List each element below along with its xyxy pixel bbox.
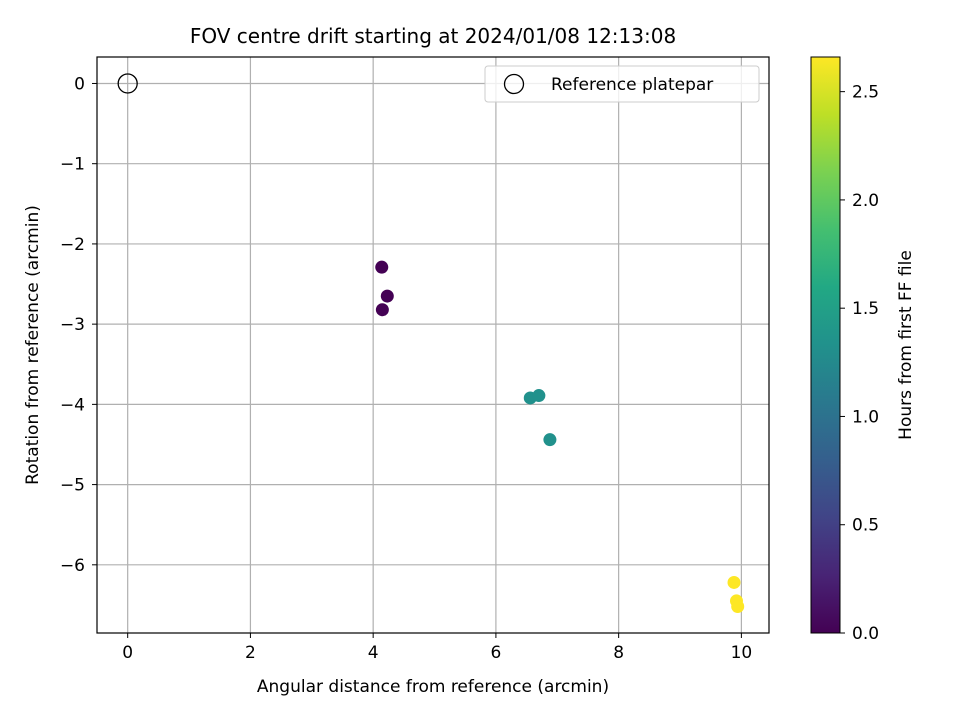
scatter-point [375, 303, 389, 317]
colorbar-tick-label: 0.0 [852, 624, 879, 644]
y-axis-label: Rotation from reference (arcmin) [23, 205, 43, 485]
data-points [117, 73, 745, 614]
legend-box [484, 65, 760, 103]
scatter-point [727, 575, 741, 589]
x-tick-label: 8 [613, 643, 624, 663]
colorbar-tick-label: 1.0 [852, 407, 879, 427]
y-tick-label: −5 [60, 476, 85, 496]
x-tick-label: 6 [490, 643, 501, 663]
x-tick-label: 4 [368, 643, 379, 663]
y-tick-label: −4 [60, 395, 85, 415]
grid-lines [97, 57, 769, 633]
legend-label: Reference platepar [551, 75, 713, 95]
x-axis-label: Angular distance from reference (arcmin) [257, 677, 609, 697]
y-tick-label: −3 [60, 315, 85, 335]
y-axis-ticks: 0 −1 −2 −3 −4 −5 −6 [60, 74, 97, 576]
scatter-point [375, 260, 389, 274]
scatter-point [380, 289, 394, 303]
y-tick-label: 0 [74, 74, 85, 94]
colorbar-gradient [810, 56, 841, 634]
legend: Reference platepar [484, 65, 760, 103]
x-tick-label: 10 [731, 643, 753, 663]
y-tick-label: −6 [60, 556, 85, 576]
x-axis-ticks: 0 2 4 6 8 10 [122, 633, 752, 663]
colorbar-label: Hours from first FF file [896, 250, 916, 440]
scatter-point [731, 600, 745, 614]
reference-platepar-marker [117, 73, 138, 94]
colorbar-tick-label: 0.5 [852, 516, 879, 536]
x-tick-label: 2 [245, 643, 256, 663]
legend-reference-marker [503, 73, 525, 95]
colorbar: 0.0 0.5 1.0 1.5 2.0 2.5 Hours from first FF f… [810, 56, 916, 644]
colorbar-tick-label: 1.5 [852, 299, 879, 319]
scatter-point [543, 433, 557, 447]
colorbar-ticks: 0.0 0.5 1.0 1.5 2.0 2.5 [840, 83, 879, 644]
colorbar-tick-label: 2.5 [852, 83, 879, 103]
chart-title: FOV centre drift starting at 2024/01/08 … [190, 24, 676, 48]
y-tick-label: −2 [60, 235, 85, 255]
colorbar-tick-label: 2.0 [852, 191, 879, 211]
y-tick-label: −1 [60, 155, 85, 175]
x-tick-label: 0 [122, 643, 133, 663]
plot-frame [96, 56, 770, 634]
scatter-point [532, 389, 546, 403]
